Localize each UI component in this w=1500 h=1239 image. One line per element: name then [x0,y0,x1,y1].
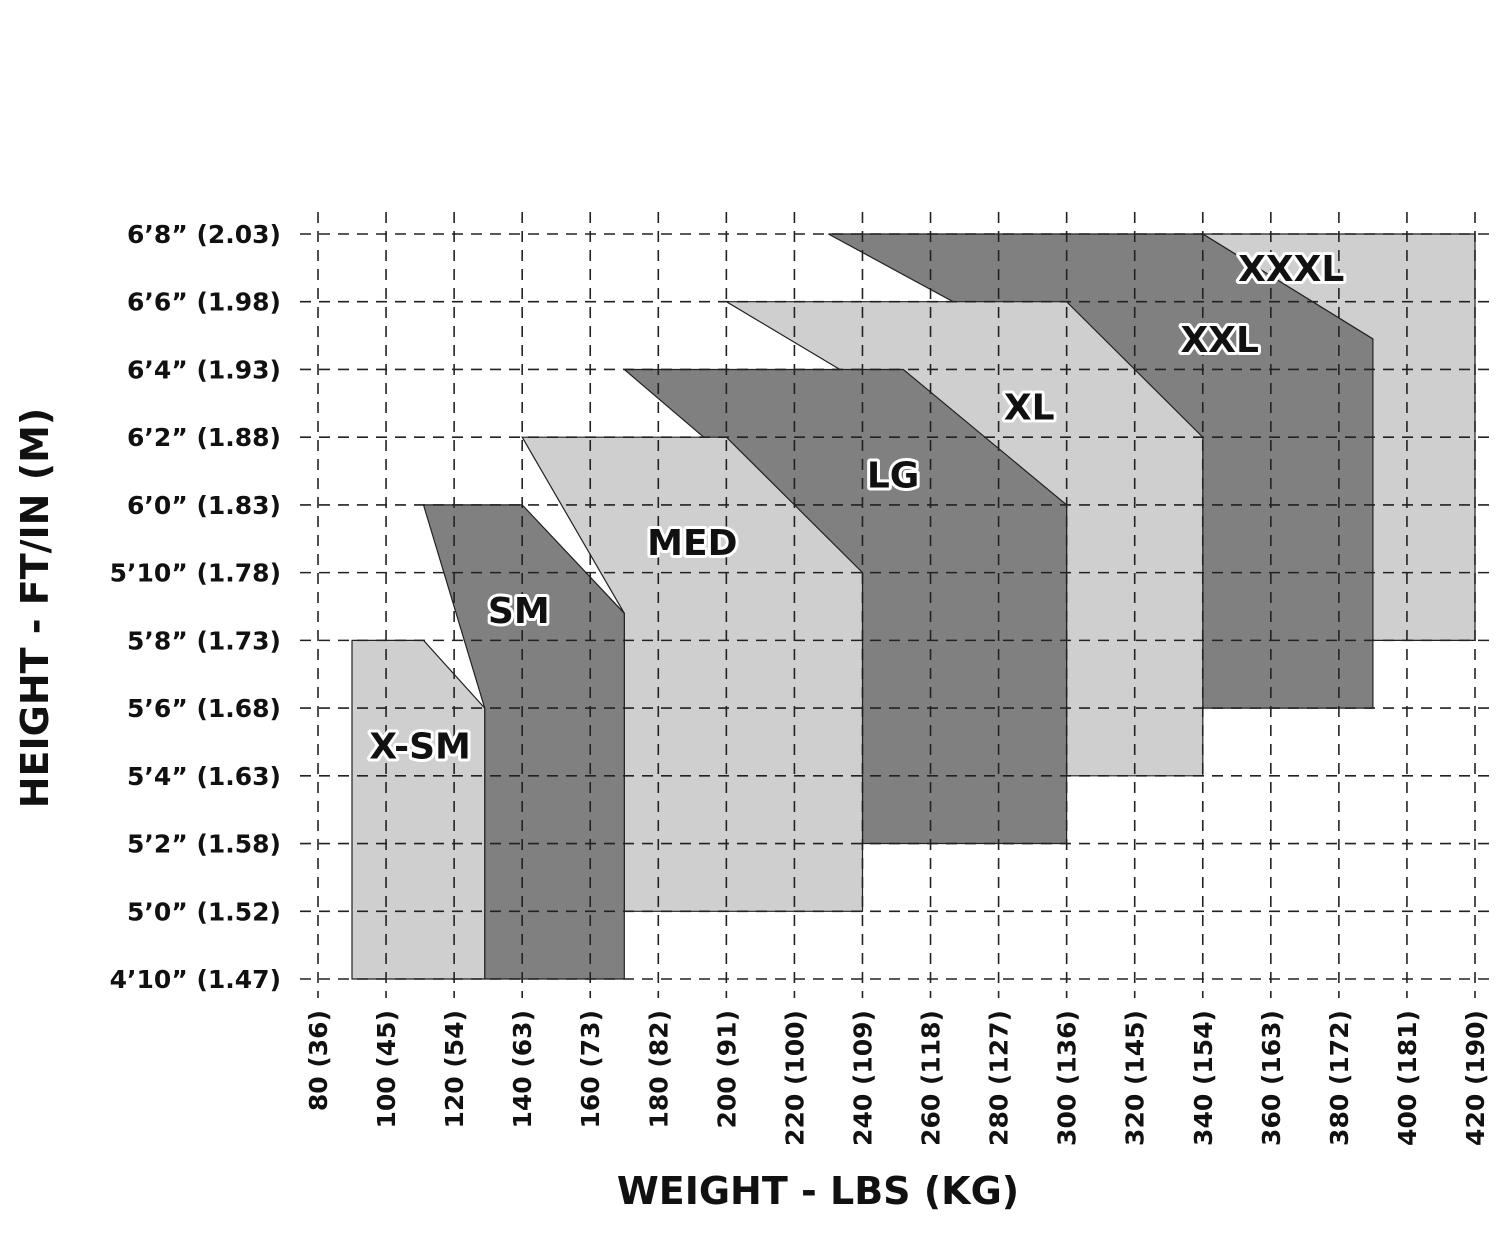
x-tick-label: 200 (91) [712,1010,741,1129]
x-tick-label: 80 (36) [304,1010,333,1111]
x-tick-label: 280 (127) [985,1010,1014,1146]
size-labels: XXXL XXL XL LG MED SM X-SM [366,246,1347,770]
y-tick-label: 6’2” (1.88) [127,423,281,452]
size-label-sm: SM [488,591,550,632]
y-axis-title: HEIGHT - FT/IN (M) [13,408,57,809]
y-tick-label: 5’4” (1.63) [127,762,281,791]
x-tick-label: 220 (100) [780,1010,809,1146]
x-tick-label: 360 (163) [1257,1010,1286,1146]
x-tick-label: 400 (181) [1393,1010,1422,1146]
y-tick-label: 5’2” (1.58) [127,830,281,859]
x-tick-label: 100 (45) [372,1010,401,1129]
x-tick-label: 420 (190) [1461,1010,1490,1146]
size-label-xxl: XXL [1181,320,1259,361]
y-tick-label: 5’6” (1.68) [127,694,281,723]
x-tick-label: 120 (54) [440,1010,469,1129]
y-tick-label: 6’0” (1.83) [127,491,281,520]
y-tick-label: 6’6” (1.98) [127,288,281,317]
x-tick-label: 320 (145) [1121,1010,1150,1146]
x-tick-label: 260 (118) [917,1010,946,1146]
size-label-x-sm: X-SM [369,726,471,767]
x-tick-label: 240 (109) [848,1010,877,1146]
y-tick-label: 6’8” (2.03) [127,220,281,249]
size-label-med: MED [647,523,737,564]
y-tick-label: 6’4” (1.93) [127,355,281,384]
y-tick-label: 5’10” (1.78) [110,559,281,588]
x-tick-label: 140 (63) [508,1010,537,1129]
y-tick-label: 5’0” (1.52) [127,897,281,926]
x-tick-label: 180 (82) [644,1010,673,1129]
x-axis-title: WEIGHT - LBS (KG) [617,1169,1019,1213]
x-tick-label: 380 (172) [1325,1010,1354,1146]
size-label-xxxl: XXXL [1238,249,1344,290]
y-axis-ticks: 6’8” (2.03) 6’6” (1.98) 6’4” (1.93) 6’2” (1… [110,220,281,994]
size-label-lg: LG [867,455,920,496]
grid-lines [300,212,1492,998]
size-regions [351,233,1476,980]
region-x-sm [351,639,486,980]
y-tick-label: 4’10” (1.47) [110,965,281,994]
x-tick-label: 300 (136) [1053,1010,1082,1146]
size-label-xl: XL [1004,388,1055,429]
x-tick-label: 340 (154) [1189,1010,1218,1146]
x-axis-ticks: 80 (36) 100 (45) 120 (54) 140 (63) 160 (73) 1… [304,1010,1490,1146]
y-tick-label: 5’8” (1.73) [127,626,281,655]
x-tick-label: 160 (73) [576,1010,605,1129]
